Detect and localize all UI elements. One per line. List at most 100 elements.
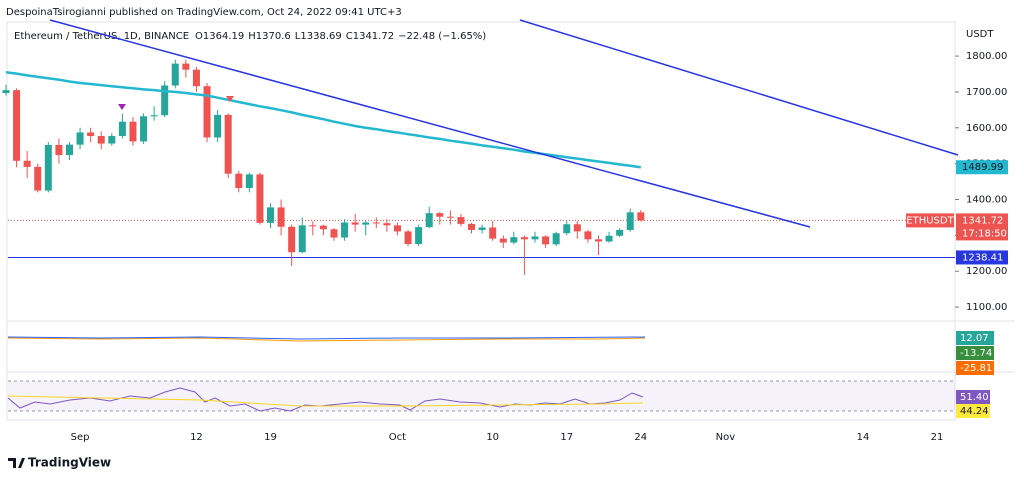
candle-body xyxy=(224,114,232,174)
candle-body xyxy=(34,166,42,191)
candle-body xyxy=(97,136,105,144)
price-label-box xyxy=(956,160,1008,175)
macd-label: -13.74 xyxy=(960,348,992,359)
candle-body xyxy=(235,173,243,189)
candle-body xyxy=(23,160,31,167)
candle-body xyxy=(108,136,116,144)
last-price-label: 1341.72 xyxy=(962,215,1003,226)
candle-body xyxy=(393,225,401,232)
candle-body xyxy=(542,236,550,245)
candle-body xyxy=(489,227,497,239)
candle-body xyxy=(520,237,528,240)
signal-marker xyxy=(118,104,126,110)
x-tick-label: 10 xyxy=(486,432,499,443)
macd-label-box xyxy=(956,361,994,375)
candle-body xyxy=(55,145,63,156)
candle-body xyxy=(65,144,73,156)
rsi-label: 44.24 xyxy=(960,406,989,417)
rsi-label-box xyxy=(956,404,990,418)
candle-body xyxy=(584,231,592,240)
candle-body xyxy=(44,145,52,191)
x-tick-label: Sep xyxy=(71,432,90,443)
x-tick-label: 12 xyxy=(190,432,203,443)
rsi-ma xyxy=(7,395,644,407)
symbol-label: ETHUSDT xyxy=(906,215,954,226)
x-tick-label: 24 xyxy=(634,432,647,443)
trend-line xyxy=(49,19,811,228)
y-tick-label: 1800.00 xyxy=(966,51,1007,62)
candle-body xyxy=(605,235,613,242)
candle-body xyxy=(341,222,349,238)
candle-body xyxy=(171,63,179,86)
x-tick-label: 17 xyxy=(560,432,573,443)
rsi-label-box xyxy=(956,390,990,404)
candle-body xyxy=(288,226,296,253)
x-tick-label: Nov xyxy=(716,432,736,443)
candle-body xyxy=(626,212,634,230)
countdown-label: 17:18:50 xyxy=(962,228,1007,239)
moving-average xyxy=(5,70,641,169)
plot xyxy=(2,59,955,275)
macd-label-box xyxy=(956,331,994,345)
candle-body xyxy=(277,207,285,227)
footer-logo: TradingView xyxy=(28,456,111,470)
candle-body xyxy=(478,227,486,230)
macd-label: 12.07 xyxy=(960,333,989,344)
candle-body xyxy=(436,213,444,217)
price-label-box xyxy=(956,213,1008,241)
y-tick-label: 1100.00 xyxy=(966,302,1007,313)
candle-body xyxy=(573,224,581,232)
macd-label-box xyxy=(956,346,994,360)
x-tick-label: 14 xyxy=(857,432,870,443)
y-tick-label: 1700.00 xyxy=(966,87,1007,98)
candle-body xyxy=(203,86,211,138)
candle-body xyxy=(351,222,359,225)
candle-body xyxy=(563,224,571,234)
candle-body xyxy=(510,237,518,243)
x-tick-label: 19 xyxy=(264,432,277,443)
candle-body xyxy=(404,231,412,244)
price-label-box xyxy=(956,250,1008,265)
candle-body xyxy=(256,174,264,223)
candle-body xyxy=(468,223,476,230)
header-text: 1338.69 xyxy=(300,31,341,42)
ma-label: 1489.99 xyxy=(962,162,1003,173)
signal-marker xyxy=(226,96,234,102)
header-text: H xyxy=(248,31,256,42)
axes: 1100.001200.001300.001400.001500.001600.… xyxy=(71,51,1008,443)
candle-body xyxy=(2,90,10,94)
macd-label: -25.81 xyxy=(960,363,992,374)
candle-body xyxy=(182,63,190,70)
candle-body xyxy=(87,132,95,137)
candle-body xyxy=(446,216,454,218)
candle-body xyxy=(594,239,602,242)
candle-body xyxy=(192,69,200,87)
candle-body xyxy=(457,217,465,224)
currency: USDT xyxy=(966,29,994,40)
trend-line xyxy=(519,19,959,156)
candle-body xyxy=(415,227,423,244)
header-text: 1341.72 xyxy=(353,31,394,42)
x-tick-label: Oct xyxy=(389,432,406,443)
candle-body xyxy=(267,207,274,223)
header-text: L xyxy=(295,31,301,42)
candle-body xyxy=(637,212,645,221)
candle-body xyxy=(372,222,380,224)
candle-body xyxy=(298,225,306,253)
header-text: 1364.19 xyxy=(203,31,244,42)
header-text: O xyxy=(195,31,203,42)
candle-body xyxy=(319,225,327,230)
candle-body xyxy=(76,132,84,145)
y-tick-label: 1600.00 xyxy=(966,123,1007,134)
candle-body xyxy=(552,233,560,245)
candle-body xyxy=(616,229,624,236)
candle-body xyxy=(425,213,433,228)
candle-body xyxy=(214,114,222,138)
candle-body xyxy=(531,236,539,240)
candle-body xyxy=(129,121,137,142)
x-tick-label: 21 xyxy=(931,432,944,443)
header-text: −22.48 (−1.65%) xyxy=(398,31,486,42)
attribution: DespoinaTsirogianni published on Trading… xyxy=(6,7,402,18)
